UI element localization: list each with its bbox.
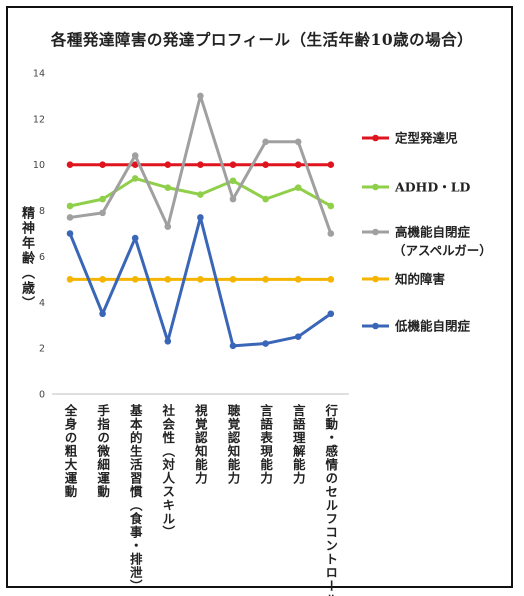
legend-swatch-marker	[372, 134, 379, 142]
data-point	[131, 234, 139, 242]
data-point	[66, 161, 74, 169]
y-tick-label: 12	[33, 114, 45, 125]
data-point	[197, 191, 204, 198]
legend-label: 低機能自閉症	[394, 319, 471, 334]
data-point	[66, 214, 74, 221]
x-tick-label: 聴覚認知能力	[226, 403, 241, 485]
x-tick-label: 基本的生活習慣（食事・排泄）	[128, 403, 143, 593]
data-point	[131, 161, 139, 169]
data-point	[164, 161, 172, 169]
legend-label: ADHD・LD	[394, 180, 470, 195]
legend-swatch-marker	[372, 183, 379, 191]
data-point	[229, 177, 237, 185]
data-point	[164, 184, 172, 191]
y-tick-label: 14	[33, 69, 45, 80]
data-point	[66, 202, 74, 210]
legend-swatch-marker	[372, 228, 379, 236]
x-tick-label: 行動・感情のセルフコントロール	[323, 403, 338, 596]
data-point	[66, 276, 74, 283]
data-point	[164, 337, 172, 345]
y-tick-label: 6	[39, 252, 45, 263]
data-point	[327, 276, 335, 283]
data-point	[294, 333, 302, 340]
x-tick-label: 言語理解能力	[291, 403, 306, 485]
data-point	[197, 161, 204, 169]
x-tick-label: 全身の粗大運動	[63, 403, 78, 499]
data-point	[131, 175, 139, 182]
data-point	[164, 223, 172, 230]
data-point	[229, 195, 237, 203]
data-point	[327, 202, 335, 210]
data-point	[99, 161, 106, 169]
y-tick-label: 0	[39, 390, 45, 401]
data-point	[294, 276, 302, 283]
data-point	[197, 92, 204, 100]
data-point	[327, 161, 335, 169]
chart-title: 各種発達障害の発達プロフィール（生活年齢10歳の場合）	[50, 30, 474, 49]
y-tick-label: 4	[39, 298, 45, 309]
y-axis-label: 精神年齢（歳）	[19, 206, 34, 311]
legend-swatch-marker	[372, 322, 379, 330]
x-tick-label: 手指の微細運動	[95, 403, 110, 499]
x-tick-label: 視覚認知能力	[193, 403, 208, 485]
data-point	[197, 214, 204, 221]
data-point	[262, 138, 269, 146]
x-tick-label: 社会性（対人スキル）	[160, 403, 175, 539]
y-tick-label: 8	[39, 206, 45, 217]
data-point	[229, 276, 237, 283]
data-point	[294, 138, 302, 146]
data-point	[327, 230, 335, 237]
data-point	[197, 276, 204, 283]
data-point	[131, 276, 139, 283]
x-tick-label: 言語表現能力	[258, 403, 273, 485]
data-point	[262, 340, 269, 347]
legend-label: 定型発達児	[394, 131, 458, 146]
legend-label: 高機能自閉症	[395, 225, 471, 240]
data-point	[66, 230, 74, 237]
data-point	[229, 161, 237, 169]
data-point	[99, 195, 106, 203]
chart-frame	[6, 6, 513, 588]
data-point	[131, 152, 139, 159]
data-point	[327, 310, 335, 318]
legend-label-sub: （アスペルガー）	[393, 243, 492, 258]
y-tick-label: 2	[39, 344, 45, 355]
data-point	[294, 161, 302, 169]
data-point	[99, 276, 106, 283]
data-point	[262, 195, 269, 203]
data-point	[262, 161, 269, 169]
data-point	[229, 342, 237, 350]
legend-swatch-marker	[372, 275, 379, 283]
data-point	[262, 276, 269, 283]
data-point	[99, 209, 106, 217]
legend-label: 知的障害	[394, 272, 445, 287]
y-tick-label: 10	[33, 160, 45, 171]
data-point	[99, 310, 106, 318]
data-point	[164, 276, 172, 283]
data-point	[294, 184, 302, 191]
